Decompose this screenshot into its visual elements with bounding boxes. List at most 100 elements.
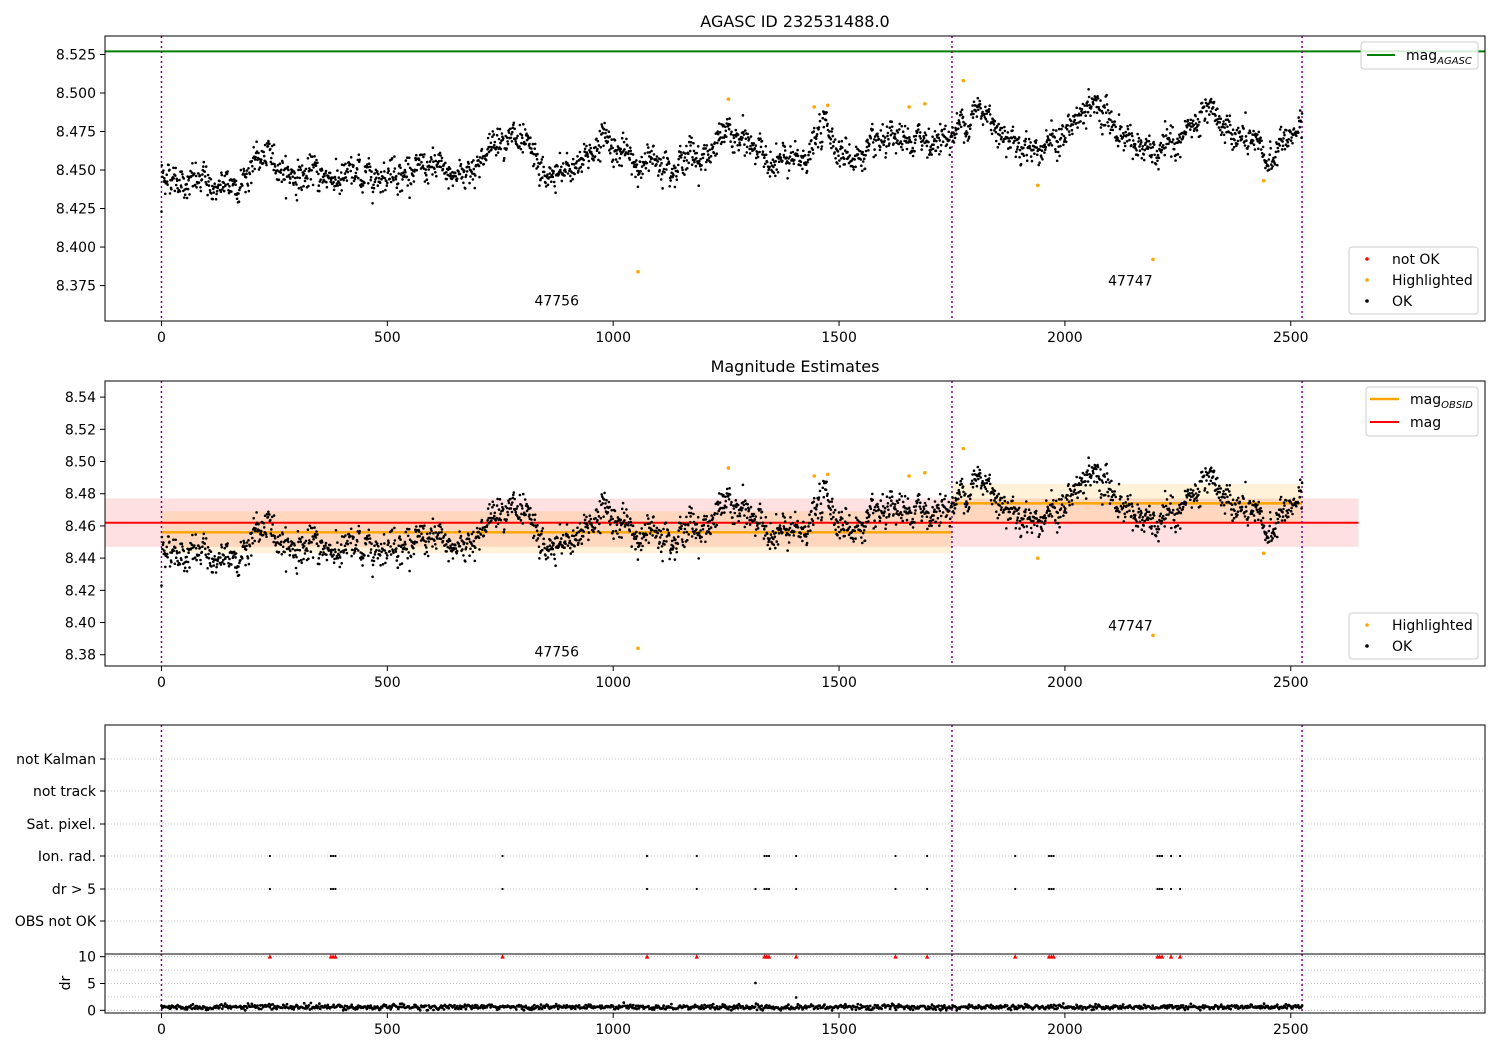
dr-clipped-marker xyxy=(893,954,898,959)
legend-swatch-ok xyxy=(1365,644,1369,648)
y-tick-label: 8.42 xyxy=(65,583,96,599)
flag-point xyxy=(1160,854,1164,858)
y-tick-label: 8.48 xyxy=(65,487,96,503)
highlighted-point xyxy=(825,103,830,108)
dr-clipped-marker xyxy=(1159,954,1165,959)
flag-point xyxy=(765,854,768,858)
y-tick-label: 8.450 xyxy=(56,163,96,179)
y-tick-label: 8.44 xyxy=(65,551,96,567)
magnitude-legend-bottom: Highlighted OK xyxy=(1348,612,1479,660)
x-tick-label: 1000 xyxy=(595,1022,631,1038)
highlighted-point xyxy=(636,646,640,651)
highlighted-point xyxy=(1035,556,1040,560)
dr-clipped-marker xyxy=(793,954,799,959)
legend-label-agasc-sub: AGASC xyxy=(1436,56,1472,67)
flag-point xyxy=(767,887,771,891)
legend-swatch-highlighted xyxy=(1365,623,1369,627)
flag-point xyxy=(1014,854,1017,858)
legend-label-ok: OK xyxy=(1392,294,1413,310)
x-tick-label: 1500 xyxy=(821,675,857,691)
flag-point xyxy=(695,854,698,858)
dr-clipped-marker xyxy=(1168,954,1174,959)
flag-point xyxy=(765,887,768,891)
dr-clipped-marker xyxy=(1177,954,1183,959)
y-tick-label: 8.400 xyxy=(56,240,96,256)
flag-point xyxy=(1050,887,1053,891)
legend-label-agasc-main: mag xyxy=(1406,48,1437,64)
highlighted-point xyxy=(907,105,911,109)
legend-swatch-not-ok xyxy=(1365,257,1369,261)
flag-point xyxy=(329,854,332,858)
flag-point xyxy=(1052,854,1055,858)
flag-point xyxy=(332,887,335,891)
flag-point xyxy=(1178,887,1182,891)
x-tick-label: 500 xyxy=(374,675,401,691)
flag-point xyxy=(1169,887,1173,891)
y-tick-label: 8.425 xyxy=(56,202,96,218)
highlighted-point xyxy=(1151,257,1155,262)
x-tick-label: 0 xyxy=(157,1022,166,1038)
agasc-panel: 0 500 1000 1500 2000 2500 8.375 8.400 8.425 8.450… xyxy=(56,12,1486,346)
flag-point xyxy=(334,854,337,858)
legend-label-highlighted: Highlighted xyxy=(1392,618,1473,634)
flag-point xyxy=(645,854,649,858)
flag-point xyxy=(1047,854,1051,858)
magnitude-panel-title: Magnitude Estimates xyxy=(711,357,880,376)
x-tick-label: 2000 xyxy=(1047,675,1083,691)
magnitude-legend-top: magOBSID mag xyxy=(1365,386,1479,437)
flag-category-label: not track xyxy=(33,784,97,800)
y-tick-label: 8.500 xyxy=(56,86,96,102)
legend-label-ok: OK xyxy=(1392,639,1413,655)
highlighted-point xyxy=(1151,633,1155,638)
x-tick-label: 500 xyxy=(374,330,401,346)
x-tick-label: 1000 xyxy=(595,330,631,346)
flag-point xyxy=(1156,854,1159,858)
flag-point xyxy=(795,887,798,891)
highlighted-point xyxy=(961,446,966,451)
flag-point xyxy=(501,854,504,858)
flag-point xyxy=(334,887,337,891)
y-tick-label: 8.525 xyxy=(56,47,96,63)
flag-point xyxy=(1178,854,1182,858)
x-tick-label: 1500 xyxy=(821,330,857,346)
x-tick-label: 2000 xyxy=(1047,330,1083,346)
flag-point xyxy=(1050,854,1053,858)
dr-points xyxy=(160,1001,1304,1012)
highlighted-point xyxy=(812,474,816,478)
y-tick-label: 0 xyxy=(87,1003,96,1019)
flag-point xyxy=(268,887,271,891)
x-tick-label: 500 xyxy=(374,1022,401,1038)
y-tick-label: 8.46 xyxy=(65,519,96,535)
legend-label-mag-obsid-main: mag xyxy=(1410,392,1441,408)
x-tick-label: 1500 xyxy=(821,1022,857,1038)
legend-box xyxy=(1348,612,1479,660)
obsid-annotation-47747: 47747 xyxy=(1108,274,1153,290)
dr-outlier-point xyxy=(794,996,798,999)
flag-category-label: dr > 5 xyxy=(52,882,96,898)
obsid-annotation-47756: 47756 xyxy=(534,294,579,310)
y-tick-label: 8.50 xyxy=(65,455,96,471)
agasc-legend-top: magAGASC xyxy=(1360,41,1479,70)
dr-clipped-marker xyxy=(1013,954,1018,959)
flag-point xyxy=(763,854,766,858)
flag-point xyxy=(329,887,332,891)
agasc-panel-title: AGASC ID 232531488.0 xyxy=(700,12,889,31)
flag-point xyxy=(767,854,771,858)
flag-point xyxy=(1014,887,1017,891)
highlighted-point xyxy=(923,101,927,106)
flag-point xyxy=(1160,887,1164,891)
y-tick-label: 8.475 xyxy=(56,125,96,141)
flag-point xyxy=(332,854,335,858)
highlighted-point xyxy=(961,78,966,83)
x-tick-label: 2500 xyxy=(1273,675,1309,691)
x-tick-label: 2000 xyxy=(1047,1022,1083,1038)
dr-outlier-point xyxy=(754,981,757,985)
agasc-panel-frame xyxy=(104,35,1486,322)
flag-category-label: not Kalman xyxy=(16,752,96,768)
flag-point xyxy=(763,887,766,891)
legend-label-mag: mag xyxy=(1410,415,1441,431)
legend-label-highlighted: Highlighted xyxy=(1392,273,1473,289)
dr-panel: 0 500 1000 1500 2000 2500 0 5 10 dr xyxy=(58,950,1486,1038)
highlighted-point xyxy=(1035,183,1040,188)
